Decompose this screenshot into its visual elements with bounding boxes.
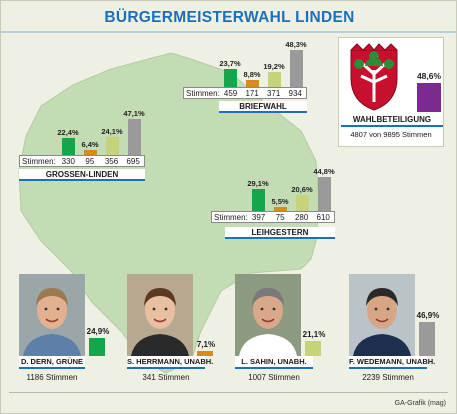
stimmen-label: Stimmen: <box>186 88 220 98</box>
turnout-title: WAHLBETEILIGUNG <box>341 114 443 127</box>
briefwahl-chart: 23,7% 8,8% 19,2% 48,3% Stimmen: 459 171 … <box>183 37 307 119</box>
candidate-pct: 24,9% <box>86 327 110 337</box>
stimmen-label: Stimmen: <box>214 212 248 222</box>
candidate-name: L. SAHIN, UNABH. <box>235 356 313 369</box>
bar-dern <box>223 68 237 87</box>
bar-wedemann <box>289 50 303 87</box>
votes-dern: 330 <box>61 156 75 166</box>
grossen-linden-chart: 22,4% 6,4% 24,1% 47,1% Stimmen: 330 95 3… <box>19 105 145 187</box>
votes-row: Stimmen: 397 75 280 610 <box>211 211 335 223</box>
bar-wedemann <box>127 119 141 155</box>
bar-sahin <box>267 72 281 87</box>
votes-row: Stimmen: 330 95 356 695 <box>19 155 145 167</box>
candidate-photo <box>235 274 301 356</box>
page-title: BÜRGERMEISTERWAHL LINDEN <box>104 9 355 26</box>
pct-wedemann: 48,3% <box>285 40 307 50</box>
bar-dern <box>251 188 265 211</box>
linden-map-shape <box>18 52 320 374</box>
pct-dern: 22,4% <box>57 127 79 137</box>
district-name: GROSSEN-LINDEN <box>19 169 145 181</box>
candidate-bar <box>305 340 321 356</box>
candidate-votes: 1186 Stimmen <box>26 373 78 382</box>
candidate-bar <box>197 350 213 356</box>
person-icon <box>239 288 297 356</box>
votes-dern: 459 <box>223 88 238 98</box>
pct-herrmann: 6,4% <box>81 140 99 150</box>
candidate-votes: 341 Stimmen <box>142 373 190 382</box>
votes-row: Stimmen: 459 171 371 934 <box>183 87 307 99</box>
votes-sahin: 280 <box>294 212 309 222</box>
leihgestern-chart: 29,1% 5,5% 20,6% 44,8% Stimmen: 397 75 2… <box>211 159 335 241</box>
votes-sahin: 356 <box>104 156 119 166</box>
coat-of-arms <box>350 43 398 111</box>
votes-herrmann: 75 <box>275 212 285 222</box>
pct-herrmann: 5,5% <box>271 196 289 206</box>
bar-herrmann <box>273 206 287 211</box>
votes-herrmann: 171 <box>245 88 259 98</box>
candidate-pct: 21,1% <box>302 329 326 339</box>
district-name: BRIEFWAHL <box>219 101 307 113</box>
bar-herrmann <box>83 150 97 155</box>
candidate-name: F. WEDEMANN, UNABH. <box>349 356 435 369</box>
turnout-pct: 48,6% <box>416 70 442 81</box>
pct-sahin: 24,1% <box>101 126 123 136</box>
bar-sahin <box>105 136 119 155</box>
bar-dern <box>61 137 75 155</box>
bar-wedemann <box>317 176 331 211</box>
turnout-bar <box>417 82 441 112</box>
votes-sahin: 371 <box>266 88 281 98</box>
votes-dern: 397 <box>251 212 266 222</box>
votes-wedemann: 610 <box>316 212 330 222</box>
candidate-pct: 46,9% <box>416 311 440 321</box>
person-icon <box>131 288 189 356</box>
turnout-panel: 48,6% WAHLBETEILIGUNG 4807 von 9895 Stim… <box>338 37 444 147</box>
pct-dern: 29,1% <box>247 178 269 188</box>
candidate-bar <box>89 338 105 356</box>
person-icon <box>23 288 81 356</box>
votes-wedemann: 695 <box>126 156 140 166</box>
pct-wedemann: 44,8% <box>313 166 335 176</box>
votes-herrmann: 95 <box>85 156 95 166</box>
votes-wedemann: 934 <box>288 88 302 98</box>
candidate-votes: 2239 Stimmen <box>362 373 414 382</box>
candidate-bar <box>419 322 435 356</box>
pct-dern: 23,7% <box>219 58 241 68</box>
candidate-name: S. HERRMANN, UNABH. <box>127 356 213 369</box>
candidate-votes: 1007 Stimmen <box>248 373 300 382</box>
pct-sahin: 19,2% <box>263 62 285 72</box>
candidate-photo <box>19 274 85 356</box>
candidate-photo <box>127 274 193 356</box>
bar-herrmann <box>245 80 259 87</box>
pct-sahin: 20,6% <box>291 185 313 195</box>
turnout-note: 4807 von 9895 Stimmen <box>350 130 432 139</box>
pct-wedemann: 47,1% <box>123 109 145 119</box>
stimmen-label: Stimmen: <box>22 156 56 166</box>
credit-line: GA-Grafik (mag) <box>394 400 446 407</box>
district-name: LEIHGESTERN <box>225 227 335 239</box>
pct-herrmann: 8,8% <box>243 70 261 80</box>
person-icon <box>353 288 411 356</box>
candidate-photo <box>349 274 415 356</box>
bar-sahin <box>295 195 309 211</box>
candidate-pct: 7,1% <box>196 339 216 349</box>
bottom-rule <box>9 392 448 393</box>
title-underline <box>1 31 456 33</box>
candidate-name: D. DERN, GRÜNE <box>19 356 85 369</box>
